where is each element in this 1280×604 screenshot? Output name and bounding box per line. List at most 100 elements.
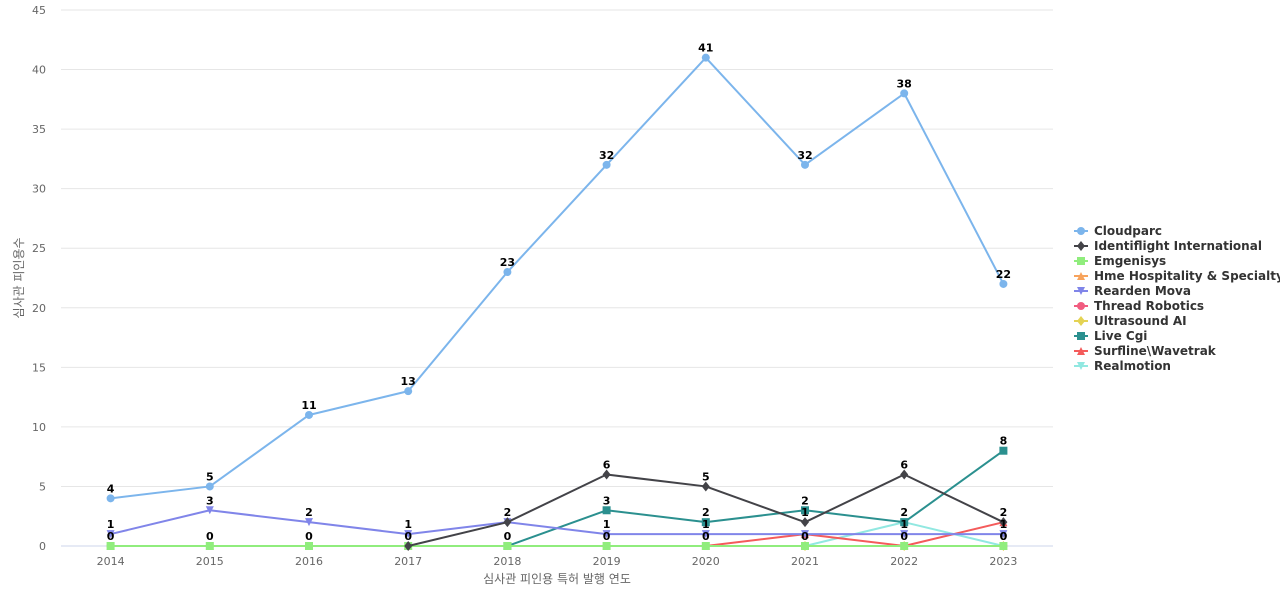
- data-point: [801, 506, 809, 515]
- data-label: 0: [603, 530, 611, 543]
- legend-item[interactable]: Hme Hospitality & Specialty...: [1074, 269, 1280, 283]
- data-point: [900, 89, 909, 98]
- data-point: [900, 542, 909, 550]
- gridlines: [61, 9, 1053, 487]
- y-tick-label: 5: [39, 480, 46, 493]
- data-point: [701, 530, 710, 539]
- y-tick-label: 25: [32, 242, 46, 255]
- data-point: [602, 469, 611, 480]
- data-point: [900, 530, 909, 539]
- legend-item[interactable]: Identiflight International: [1074, 239, 1262, 253]
- data-label: 0: [801, 530, 809, 543]
- legend-item[interactable]: Emgenisys: [1074, 254, 1166, 268]
- data-label: 0: [702, 530, 710, 543]
- data-point: [205, 542, 214, 550]
- data-point: [801, 542, 809, 550]
- data-label: 0: [1000, 530, 1008, 543]
- data-label: 38: [897, 77, 912, 90]
- y-tick-label: 15: [32, 361, 46, 374]
- data-point: [999, 542, 1008, 550]
- data-label: 0: [900, 530, 908, 543]
- data-point: [106, 530, 115, 539]
- legend-label: Realmotion: [1094, 359, 1171, 373]
- data-label: 32: [797, 149, 812, 162]
- data-label: 13: [401, 375, 416, 388]
- data-label: 0: [305, 530, 313, 543]
- legend-label: Ultrasound AI: [1094, 314, 1187, 328]
- legend-label: Rearden Mova: [1094, 284, 1191, 298]
- y-tick-label: 0: [39, 540, 46, 553]
- data-label: 2: [801, 494, 809, 507]
- x-tick-label: 2016: [295, 555, 323, 568]
- data-point: [106, 494, 115, 503]
- data-label: 2: [900, 506, 908, 519]
- legend-item[interactable]: Live Cgi: [1074, 329, 1147, 343]
- data-label: 3: [603, 494, 611, 507]
- y-axis-title: 심사관 피인용수: [12, 237, 26, 318]
- legend-label: Surfline\Wavetrak: [1094, 344, 1217, 358]
- data-label: 2: [702, 506, 710, 519]
- data-label: 8: [1000, 435, 1008, 448]
- y-tick-label: 20: [32, 302, 46, 315]
- x-tick-label: 2014: [97, 555, 125, 568]
- data-point: [305, 518, 313, 527]
- data-point: [602, 542, 611, 550]
- data-label: 23: [500, 256, 515, 269]
- data-point: [602, 506, 611, 515]
- legend-item[interactable]: Rearden Mova: [1074, 284, 1191, 298]
- legend-label: Thread Robotics: [1094, 299, 1204, 313]
- data-label: 0: [404, 530, 412, 543]
- x-tick-label: 2020: [692, 555, 720, 568]
- legend-label: Identiflight International: [1094, 239, 1262, 253]
- legend-marker: [1077, 316, 1085, 326]
- data-point: [701, 53, 710, 62]
- data-label: 41: [698, 42, 713, 55]
- legend-label: Emgenisys: [1094, 254, 1166, 268]
- data-point: [900, 518, 909, 527]
- x-tick-label: 2017: [394, 555, 422, 568]
- legend-marker: [1077, 272, 1085, 280]
- data-point: [602, 160, 611, 169]
- data-label: 1: [702, 518, 710, 531]
- legend-marker: [1077, 257, 1085, 265]
- data-label: 6: [900, 459, 908, 472]
- data-point: [801, 530, 809, 539]
- legend-item[interactable]: Surfline\Wavetrak: [1074, 344, 1217, 358]
- data-point: [999, 530, 1008, 539]
- data-point: [404, 387, 413, 396]
- legend-item[interactable]: Ultrasound AI: [1074, 314, 1187, 328]
- legend-label: Live Cgi: [1094, 329, 1147, 343]
- legend-item[interactable]: Realmotion: [1074, 359, 1171, 373]
- data-point: [503, 517, 512, 528]
- legend-marker: [1077, 347, 1085, 355]
- data-point: [305, 542, 313, 550]
- data-label: 5: [206, 470, 214, 483]
- series-lines: [106, 53, 1008, 551]
- data-label: 1: [900, 518, 908, 531]
- data-label: 1: [404, 518, 412, 531]
- legend-label: Hme Hospitality & Specialty...: [1094, 269, 1280, 283]
- data-label: 1: [107, 518, 115, 531]
- legend-marker: [1077, 227, 1085, 235]
- data-label: 0: [1000, 530, 1008, 543]
- legend-item[interactable]: Thread Robotics: [1074, 299, 1204, 313]
- data-label: 2: [1000, 506, 1008, 519]
- legend-marker: [1077, 362, 1085, 370]
- x-tick-label: 2015: [196, 555, 224, 568]
- data-label: 11: [301, 399, 316, 412]
- data-point: [205, 506, 214, 515]
- legend-marker: [1077, 287, 1085, 295]
- series-line: [109, 509, 1005, 536]
- series-2: [404, 469, 1008, 551]
- data-point: [801, 517, 809, 528]
- data-point: [701, 542, 710, 550]
- data-point: [503, 268, 512, 277]
- legend-marker: [1077, 302, 1085, 310]
- data-point: [701, 518, 710, 527]
- series-line: [506, 449, 1005, 547]
- x-tick-label: 2022: [890, 555, 918, 568]
- data-point: [999, 517, 1008, 528]
- legend-item[interactable]: Cloudparc: [1074, 224, 1162, 238]
